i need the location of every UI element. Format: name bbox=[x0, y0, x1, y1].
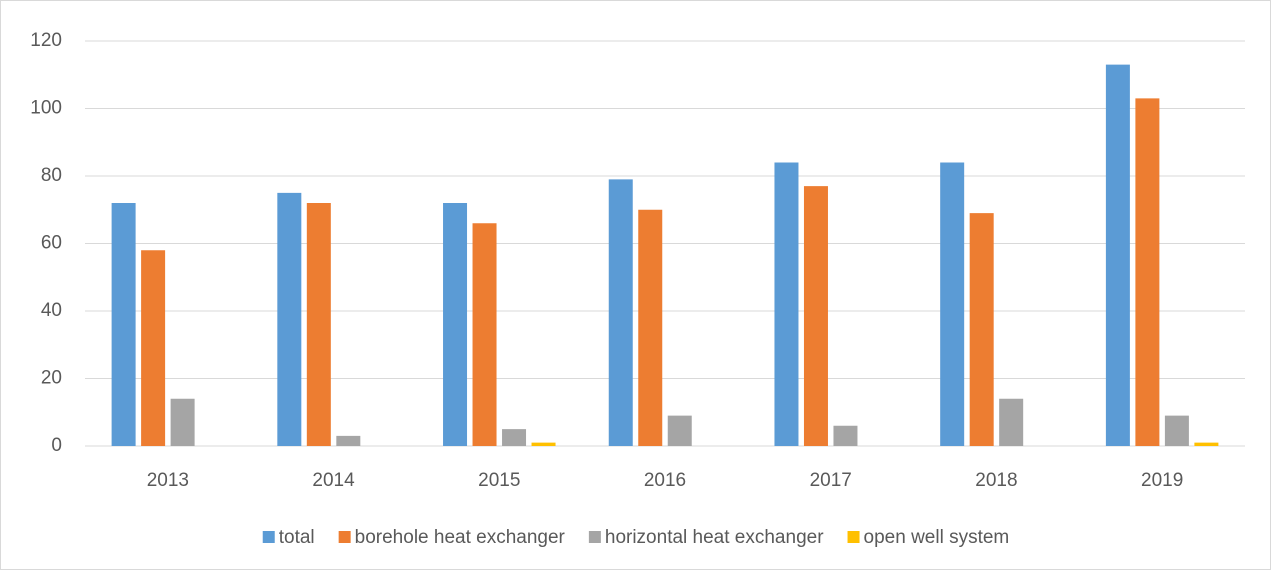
bar bbox=[141, 250, 166, 446]
x-tick-label: 2019 bbox=[1141, 470, 1183, 491]
legend-swatch bbox=[847, 531, 860, 543]
legend-label: total bbox=[279, 527, 315, 548]
bar bbox=[170, 398, 195, 446]
bar bbox=[336, 435, 361, 446]
bar bbox=[1164, 415, 1189, 446]
bar bbox=[833, 425, 858, 446]
legend-swatch bbox=[338, 531, 351, 543]
legend-swatch bbox=[588, 531, 601, 543]
bar bbox=[608, 179, 633, 446]
bar bbox=[969, 213, 994, 446]
bar bbox=[774, 162, 799, 446]
bar bbox=[999, 398, 1024, 446]
x-tick-label: 2016 bbox=[644, 470, 686, 491]
legend-swatch bbox=[262, 531, 275, 543]
x-tick-label: 2018 bbox=[975, 470, 1017, 491]
bar bbox=[1135, 98, 1160, 446]
legend-label: open well system bbox=[864, 527, 1010, 548]
bar bbox=[531, 442, 556, 446]
bar bbox=[1194, 442, 1219, 446]
y-tick-label: 60 bbox=[41, 233, 62, 254]
y-tick-label: 20 bbox=[41, 368, 62, 389]
bar bbox=[940, 162, 965, 446]
x-tick-label: 2014 bbox=[312, 470, 355, 491]
bar bbox=[502, 429, 527, 446]
legend-label: horizontal heat exchanger bbox=[605, 527, 824, 548]
bar bbox=[638, 209, 663, 446]
x-tick-label: 2015 bbox=[478, 470, 520, 491]
bar bbox=[111, 203, 136, 446]
bar bbox=[277, 192, 302, 446]
y-tick-label: 40 bbox=[41, 300, 62, 321]
bar bbox=[443, 203, 468, 446]
y-tick-label: 0 bbox=[51, 435, 62, 456]
y-tick-label: 80 bbox=[41, 165, 62, 186]
y-tick-label: 120 bbox=[30, 30, 62, 51]
bar bbox=[667, 415, 692, 446]
bar bbox=[1105, 64, 1130, 446]
bar bbox=[472, 223, 497, 446]
y-tick-label: 100 bbox=[30, 98, 62, 119]
x-tick-label: 2013 bbox=[147, 470, 189, 491]
x-tick-label: 2017 bbox=[810, 470, 852, 491]
bar bbox=[306, 203, 331, 446]
legend-label: borehole heat exchanger bbox=[355, 527, 566, 548]
bar bbox=[803, 186, 828, 446]
